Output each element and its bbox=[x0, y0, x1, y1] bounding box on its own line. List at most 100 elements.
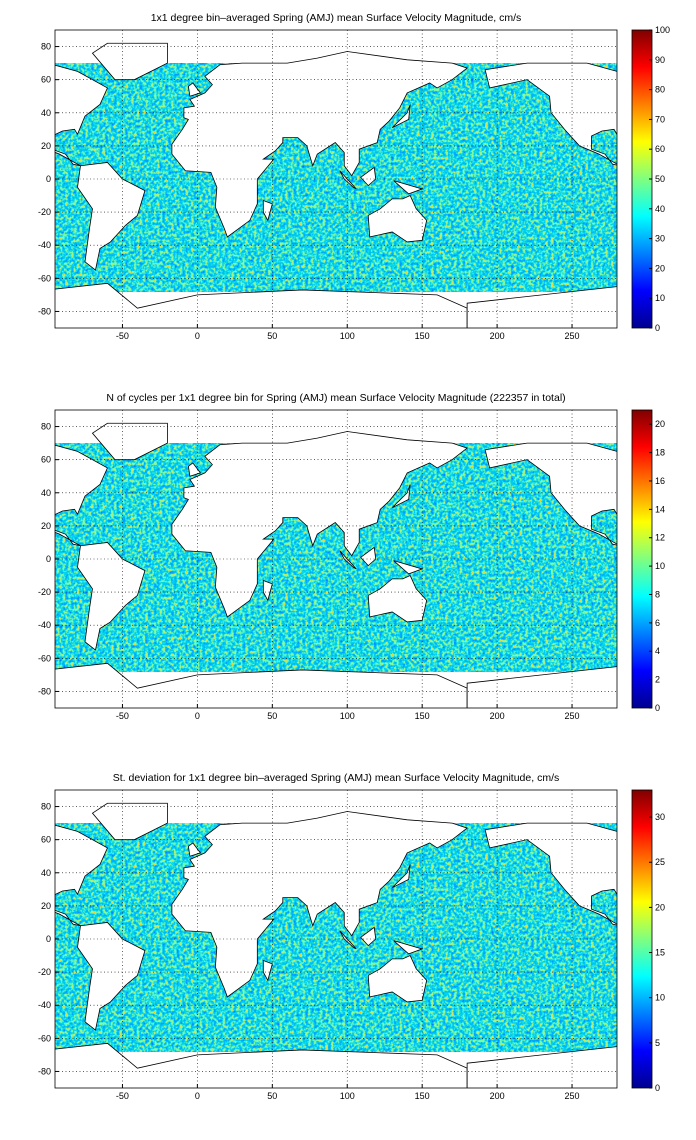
colorbar-tick-label: 30 bbox=[655, 234, 665, 244]
land bbox=[339, 550, 357, 570]
x-tick-label: -50 bbox=[116, 331, 129, 341]
land bbox=[55, 64, 108, 167]
y-tick-label: 20 bbox=[41, 141, 51, 151]
land bbox=[391, 484, 411, 509]
land bbox=[171, 811, 468, 998]
colorbar-tick-label: 20 bbox=[655, 902, 665, 912]
x-tick-label: 0 bbox=[195, 1091, 200, 1101]
land bbox=[187, 82, 202, 97]
colorbar-tick-label: 90 bbox=[655, 55, 665, 65]
y-tick-label: 60 bbox=[41, 455, 51, 465]
x-tick-label: 200 bbox=[490, 331, 505, 341]
land bbox=[466, 666, 617, 708]
land bbox=[393, 940, 424, 955]
colorbar-tick-label: 50 bbox=[655, 174, 665, 184]
x-tick-label: 200 bbox=[490, 1091, 505, 1101]
y-tick-label: -40 bbox=[38, 240, 51, 250]
x-tick-label: 150 bbox=[415, 1091, 430, 1101]
panel-title: 1x1 degree bin–averaged Spring (AMJ) mea… bbox=[151, 12, 522, 24]
map-area bbox=[55, 802, 617, 1088]
colorbar bbox=[631, 789, 653, 1089]
land bbox=[393, 560, 424, 575]
y-tick-label: -40 bbox=[38, 620, 51, 630]
x-tick-label: 200 bbox=[490, 711, 505, 721]
y-tick-label: -20 bbox=[38, 967, 51, 977]
land bbox=[484, 62, 617, 166]
colorbar-tick-label: 10 bbox=[655, 993, 665, 1003]
x-tick-label: 150 bbox=[415, 331, 430, 341]
y-tick-label: -60 bbox=[38, 273, 51, 283]
colorbar-tick-label: 14 bbox=[655, 504, 665, 514]
y-tick-label: 0 bbox=[46, 554, 51, 564]
x-tick-label: -50 bbox=[116, 711, 129, 721]
y-tick-label: -20 bbox=[38, 207, 51, 217]
colorbar-tick-label: 0 bbox=[655, 1083, 660, 1093]
land bbox=[367, 575, 428, 623]
y-tick-label: 40 bbox=[41, 108, 51, 118]
colorbar-tick-label: 10 bbox=[655, 293, 665, 303]
axes-frame bbox=[54, 29, 618, 329]
land bbox=[360, 166, 377, 187]
land bbox=[360, 546, 377, 567]
land bbox=[91, 422, 168, 461]
y-tick-label: 80 bbox=[41, 422, 51, 432]
colorbar-tick-label: 70 bbox=[655, 114, 665, 124]
land bbox=[91, 802, 168, 841]
colorbar-tick-label: 12 bbox=[655, 533, 665, 543]
land bbox=[466, 1046, 617, 1088]
y-tick-label: -20 bbox=[38, 587, 51, 597]
x-tick-label: 50 bbox=[267, 711, 277, 721]
axes-frame bbox=[54, 409, 618, 709]
land bbox=[55, 1042, 468, 1088]
x-tick-label: -50 bbox=[116, 1091, 129, 1101]
map-panel: St. deviation for 1x1 degree bin–average… bbox=[38, 772, 665, 1101]
colorbar bbox=[631, 409, 653, 709]
land bbox=[262, 199, 273, 222]
land bbox=[466, 286, 617, 328]
colorbar-tick-label: 0 bbox=[655, 323, 660, 333]
colorbar-tick-label: 20 bbox=[655, 263, 665, 273]
colorbar-tick-label: 40 bbox=[655, 204, 665, 214]
land bbox=[262, 959, 273, 982]
colorbar-tick-label: 30 bbox=[655, 812, 665, 822]
colorbar-tick-label: 8 bbox=[655, 589, 660, 599]
x-tick-label: 100 bbox=[340, 331, 355, 341]
x-tick-label: 0 bbox=[195, 331, 200, 341]
map-panel: 1x1 degree bin–averaged Spring (AMJ) mea… bbox=[38, 12, 670, 341]
colorbar-tick-label: 5 bbox=[655, 1038, 660, 1048]
land bbox=[360, 926, 377, 947]
x-tick-label: 50 bbox=[267, 331, 277, 341]
land bbox=[91, 42, 168, 81]
colorbar-tick-label: 60 bbox=[655, 144, 665, 154]
colorbar-tick-label: 16 bbox=[655, 476, 665, 486]
land bbox=[367, 955, 428, 1003]
colorbar-tick-label: 2 bbox=[655, 675, 660, 685]
colorbar-tick-label: 18 bbox=[655, 448, 665, 458]
y-tick-label: -40 bbox=[38, 1000, 51, 1010]
land bbox=[391, 104, 411, 129]
x-tick-label: 250 bbox=[565, 711, 580, 721]
land bbox=[339, 170, 357, 190]
x-tick-label: 50 bbox=[267, 1091, 277, 1101]
x-tick-label: 100 bbox=[340, 711, 355, 721]
colorbar-tick-label: 25 bbox=[655, 857, 665, 867]
land bbox=[55, 444, 108, 547]
y-tick-label: 60 bbox=[41, 75, 51, 85]
y-tick-label: -60 bbox=[38, 1033, 51, 1043]
colorbar-tick-label: 10 bbox=[655, 561, 665, 571]
panel-title: St. deviation for 1x1 degree bin–average… bbox=[113, 772, 560, 784]
land bbox=[393, 180, 424, 195]
x-tick-label: 250 bbox=[565, 1091, 580, 1101]
land bbox=[484, 822, 617, 926]
y-tick-label: 40 bbox=[41, 488, 51, 498]
map-panel: N of cycles per 1x1 degree bin for Sprin… bbox=[38, 392, 665, 721]
y-tick-label: -80 bbox=[38, 686, 51, 696]
y-tick-label: 80 bbox=[41, 802, 51, 812]
colorbar-tick-label: 15 bbox=[655, 948, 665, 958]
land bbox=[391, 864, 411, 889]
map-area bbox=[55, 42, 617, 328]
land bbox=[484, 442, 617, 546]
x-tick-label: 0 bbox=[195, 711, 200, 721]
colorbar-tick-label: 0 bbox=[655, 703, 660, 713]
